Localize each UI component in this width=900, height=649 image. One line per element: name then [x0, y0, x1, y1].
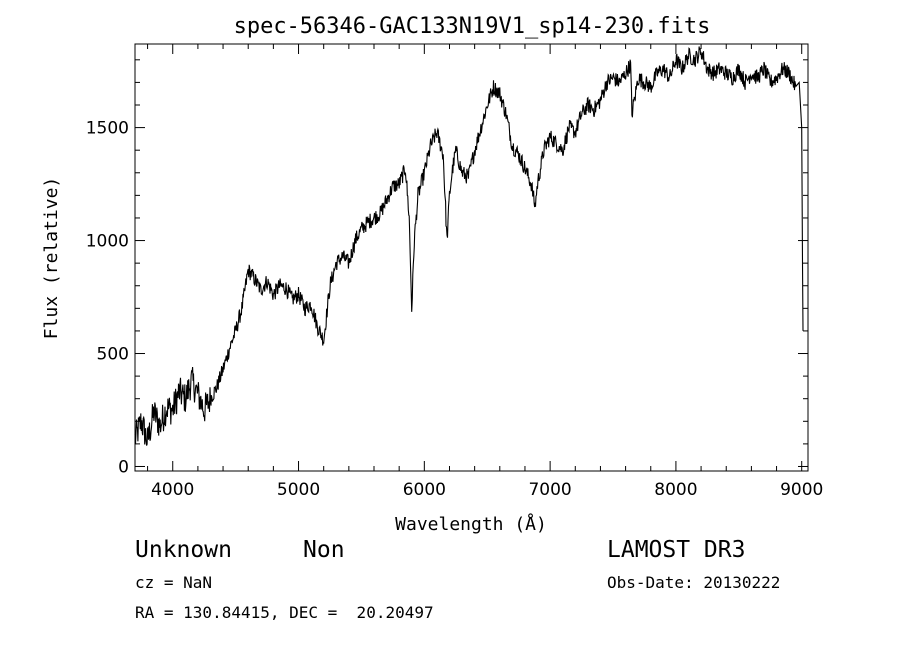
- redshift-label: cz = NaN: [135, 573, 213, 592]
- x-tick-label: 9000: [780, 480, 823, 500]
- chart-title: spec-56346-GAC133N19V1_sp14-230.fits: [234, 14, 711, 39]
- x-tick-label: 7000: [528, 480, 571, 500]
- x-tick-label: 8000: [654, 480, 697, 500]
- spectrum-series-line: [134, 46, 804, 446]
- y-tick-label: 1000: [86, 232, 129, 252]
- y-tick-label: 500: [97, 345, 129, 365]
- x-tick-label: 4000: [151, 480, 194, 500]
- x-axis-label: Wavelength (Å): [395, 513, 547, 535]
- y-tick-label: 0: [118, 457, 129, 477]
- coordinates-label: RA = 130.84415, DEC = 20.20497: [135, 603, 434, 622]
- axis-tick-labels: 4000 5000 6000 7000 8000 9000 0 500 1000 1500: [86, 119, 824, 500]
- object-class-label: Unknown: [135, 537, 232, 563]
- obs-date-label: Obs-Date: 20130222: [607, 573, 781, 592]
- survey-label: LAMOST DR3: [607, 537, 746, 563]
- plot-frame: [134, 43, 809, 472]
- axis-ticks: [135, 44, 808, 471]
- y-axis-label: Flux (relative): [41, 177, 62, 340]
- y-tick-label: 1500: [86, 119, 129, 139]
- x-tick-label: 5000: [277, 480, 320, 500]
- x-tick-label: 6000: [403, 480, 446, 500]
- object-subclass-label: Non: [303, 537, 345, 563]
